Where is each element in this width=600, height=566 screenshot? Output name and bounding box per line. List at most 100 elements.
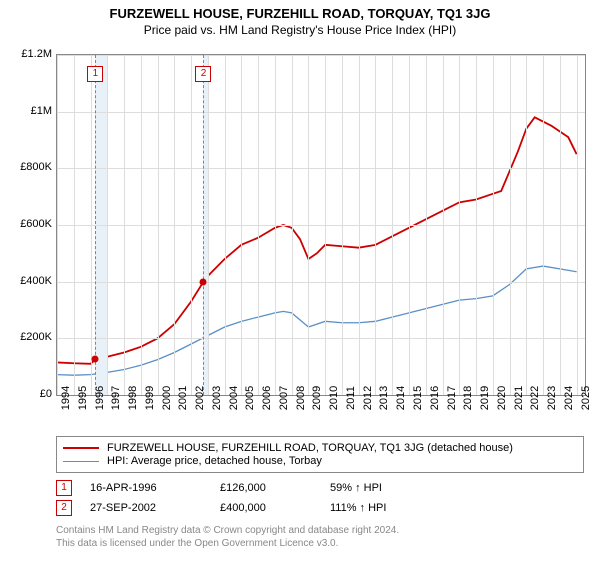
legend-row: FURZEWELL HOUSE, FURZEHILL ROAD, TORQUAY… <box>63 442 577 454</box>
x-axis-label: 1994 <box>60 386 72 410</box>
transaction-row-marker: 1 <box>56 480 72 496</box>
y-axis-label: £0 <box>8 388 52 400</box>
gridline-v <box>375 55 376 395</box>
gridline-v <box>342 55 343 395</box>
gridline-v <box>459 55 460 395</box>
footer-line-1: Contains HM Land Registry data © Crown c… <box>56 524 399 537</box>
transaction-date: 27-SEP-2002 <box>90 502 220 514</box>
x-axis-label: 2016 <box>429 386 441 410</box>
x-axis-label: 2014 <box>395 386 407 410</box>
x-axis-label: 2008 <box>295 386 307 410</box>
x-axis-label: 2001 <box>177 386 189 410</box>
transaction-hpi-diff: 59% ↑ HPI <box>330 482 382 494</box>
x-axis-label: 2006 <box>261 386 273 410</box>
y-axis-label: £400K <box>8 275 52 287</box>
x-axis-label: 2020 <box>496 386 508 410</box>
gridline-v <box>476 55 477 395</box>
gridline-v <box>258 55 259 395</box>
y-axis-label: £800K <box>8 161 52 173</box>
transaction-price: £400,000 <box>220 502 330 514</box>
gridline-v <box>275 55 276 395</box>
gridline-v <box>191 55 192 395</box>
chart-plot-area <box>56 54 586 396</box>
gridline-v <box>141 55 142 395</box>
gridline-v <box>174 55 175 395</box>
transaction-point <box>200 278 207 285</box>
y-axis-label: £200K <box>8 331 52 343</box>
gridline-v <box>392 55 393 395</box>
gridline-v <box>577 55 578 395</box>
gridline-v <box>443 55 444 395</box>
legend-swatch <box>63 461 99 462</box>
transaction-price: £126,000 <box>220 482 330 494</box>
x-axis-label: 1998 <box>127 386 139 410</box>
gridline-h <box>57 112 585 113</box>
gridline-v <box>57 55 58 395</box>
legend-label: HPI: Average price, detached house, Torb… <box>107 455 322 467</box>
transaction-row-marker: 2 <box>56 500 72 516</box>
transaction-date: 16-APR-1996 <box>90 482 220 494</box>
x-axis-label: 2024 <box>563 386 575 410</box>
transaction-row: 1 16-APR-1996£126,00059% ↑ HPI <box>56 478 386 498</box>
x-axis-label: 1997 <box>110 386 122 410</box>
gridline-v <box>91 55 92 395</box>
x-axis-label: 2011 <box>345 386 357 410</box>
chart-footer: Contains HM Land Registry data © Crown c… <box>56 524 399 550</box>
gridline-v <box>543 55 544 395</box>
chart-legend: FURZEWELL HOUSE, FURZEHILL ROAD, TORQUAY… <box>56 436 584 473</box>
footer-line-2: This data is licensed under the Open Gov… <box>56 537 399 550</box>
x-axis-label: 2012 <box>362 386 374 410</box>
x-axis-label: 2005 <box>244 386 256 410</box>
transaction-hpi-diff: 111% ↑ HPI <box>330 502 386 514</box>
x-axis-label: 2009 <box>311 386 323 410</box>
x-axis-label: 1999 <box>144 386 156 410</box>
gridline-v <box>493 55 494 395</box>
gridline-v <box>560 55 561 395</box>
transaction-vline <box>203 55 204 395</box>
x-axis-label: 2015 <box>412 386 424 410</box>
x-axis-label: 2000 <box>161 386 173 410</box>
gridline-h <box>57 168 585 169</box>
x-axis-label: 2013 <box>378 386 390 410</box>
x-axis-label: 2007 <box>278 386 290 410</box>
gridline-v <box>526 55 527 395</box>
legend-row: HPI: Average price, detached house, Torb… <box>63 455 577 467</box>
y-axis-label: £1M <box>8 105 52 117</box>
series-line-property <box>57 117 577 364</box>
gridline-v <box>409 55 410 395</box>
x-axis-label: 1995 <box>77 386 89 410</box>
transaction-marker: 1 <box>87 66 103 82</box>
gridline-v <box>124 55 125 395</box>
x-axis-label: 2021 <box>513 386 525 410</box>
y-axis-label: £600K <box>8 218 52 230</box>
transaction-point <box>92 356 99 363</box>
chart-title: FURZEWELL HOUSE, FURZEHILL ROAD, TORQUAY… <box>0 6 600 21</box>
gridline-v <box>107 55 108 395</box>
x-axis-label: 2004 <box>228 386 240 410</box>
gridline-v <box>74 55 75 395</box>
gridline-h <box>57 55 585 56</box>
transaction-row: 2 27-SEP-2002£400,000111% ↑ HPI <box>56 498 386 518</box>
transaction-vline <box>95 55 96 395</box>
x-axis-label: 2017 <box>446 386 458 410</box>
gridline-v <box>241 55 242 395</box>
x-axis-label: 2022 <box>529 386 541 410</box>
x-axis-label: 2003 <box>211 386 223 410</box>
x-axis-label: 2018 <box>462 386 474 410</box>
gridline-v <box>359 55 360 395</box>
transactions-table: 1 16-APR-1996£126,00059% ↑ HPI 2 27-SEP-200… <box>56 478 386 518</box>
legend-swatch <box>63 447 99 449</box>
gridline-h <box>57 338 585 339</box>
gridline-v <box>225 55 226 395</box>
transaction-marker: 2 <box>195 66 211 82</box>
x-axis-label: 2023 <box>546 386 558 410</box>
gridline-h <box>57 225 585 226</box>
gridline-v <box>158 55 159 395</box>
legend-label: FURZEWELL HOUSE, FURZEHILL ROAD, TORQUAY… <box>107 442 513 454</box>
gridline-v <box>325 55 326 395</box>
gridline-v <box>208 55 209 395</box>
gridline-v <box>510 55 511 395</box>
gridline-v <box>308 55 309 395</box>
gridline-h <box>57 282 585 283</box>
x-axis-label: 2010 <box>328 386 340 410</box>
